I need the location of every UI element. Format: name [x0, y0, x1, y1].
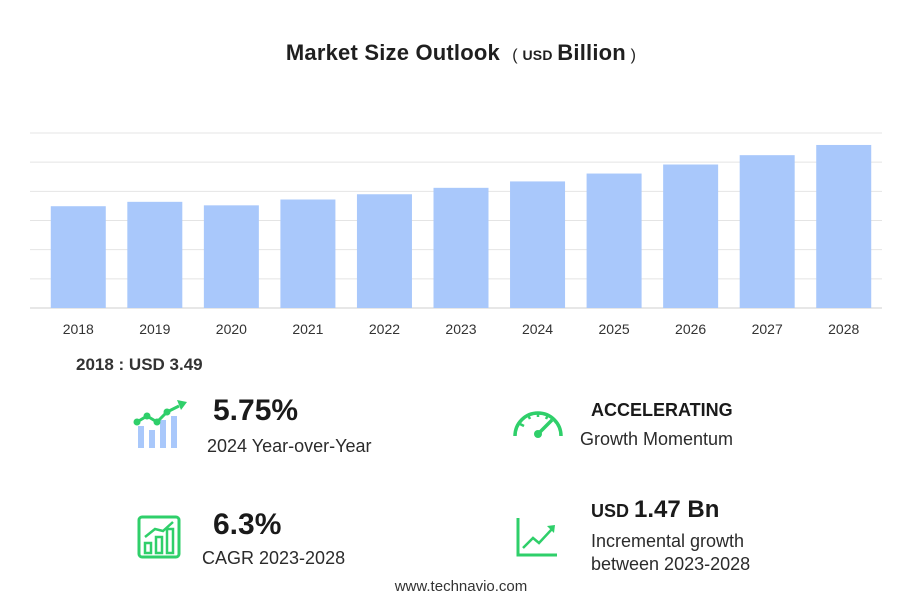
- cagr-label: CAGR 2023-2028: [202, 548, 346, 568]
- x-tick-label-2027: 2027: [752, 321, 783, 337]
- bar-2026: [663, 164, 719, 308]
- title-unit: ( USD Billion ): [512, 40, 637, 65]
- incremental-label-line1: Incremental growth: [591, 531, 745, 551]
- incremental-stat-label: Incremental growth between 2023-2028: [591, 531, 750, 575]
- x-tick-label-2022: 2022: [369, 321, 400, 337]
- yoy-stat-label: 2024 Year-over-Year: [207, 436, 371, 457]
- bar-2019: [127, 201, 183, 308]
- bar-chart: 2018 2019 2020 2021 2022 2023 2024 2025 2026 2027…: [30, 132, 882, 337]
- x-tick-label-2023: 2023: [445, 321, 476, 337]
- incremental-header: USD 1.47 Bn: [591, 496, 719, 524]
- chart-title: Market Size Outlook ( USD Billion ): [0, 40, 922, 66]
- yoy-label: 2024 Year-over-Year: [207, 436, 372, 456]
- momentum-label: Growth Momentum: [580, 429, 734, 449]
- bar-2024: [510, 181, 566, 308]
- bar-2027: [739, 155, 795, 308]
- x-tick-label-2020: 2020: [216, 321, 247, 337]
- cagr-stat-label: CAGR 2023-2028: [202, 548, 345, 569]
- bar-growth-icon: [137, 515, 181, 559]
- bar-2022: [356, 194, 412, 308]
- incremental-value: 1.47 Bn: [634, 496, 720, 523]
- growth-chart-icon: [133, 400, 187, 448]
- speedometer-icon: [513, 411, 563, 438]
- incremental-stat: USD 1.47 Bn: [591, 496, 719, 524]
- x-tick-label-2028: 2028: [828, 321, 859, 337]
- x-tick-label-2024: 2024: [522, 321, 553, 337]
- x-tick-label-2026: 2026: [675, 321, 706, 337]
- cagr-stat: 6.3%: [213, 508, 281, 542]
- x-tick-label-2018: 2018: [63, 321, 94, 337]
- cagr-value: 6.3%: [213, 508, 282, 541]
- bar-2023: [433, 187, 489, 308]
- yoy-value: 5.75%: [213, 394, 299, 427]
- base-year-label: 2018 : USD 3.49: [76, 355, 203, 374]
- source-footer: www.technavio.com: [394, 578, 528, 595]
- unit-currency: USD: [522, 47, 553, 63]
- momentum-value: ACCELERATING: [591, 400, 733, 420]
- bar-2021: [280, 199, 336, 308]
- unit-scale: Billion: [557, 40, 626, 65]
- x-tick-label-2019: 2019: [139, 321, 170, 337]
- trend-up-icon: [516, 518, 557, 557]
- incremental-label-line2: between 2023-2028: [591, 554, 751, 574]
- momentum-stat: ACCELERATING: [591, 400, 733, 421]
- x-tick-label-2025: 2025: [599, 321, 630, 337]
- bar-2028: [816, 144, 872, 308]
- momentum-stat-label: Growth Momentum: [580, 429, 733, 450]
- x-tick-label-2021: 2021: [292, 321, 323, 337]
- bar-2018: [50, 206, 106, 308]
- title-text: Market Size Outlook: [285, 40, 500, 65]
- unit-close-paren: ): [630, 47, 637, 64]
- bar-2020: [203, 205, 259, 308]
- unit-open-paren: (: [512, 47, 518, 64]
- yoy-stat: 5.75%: [213, 394, 298, 428]
- incremental-currency: USD: [591, 501, 630, 521]
- bar-2025: [586, 173, 642, 308]
